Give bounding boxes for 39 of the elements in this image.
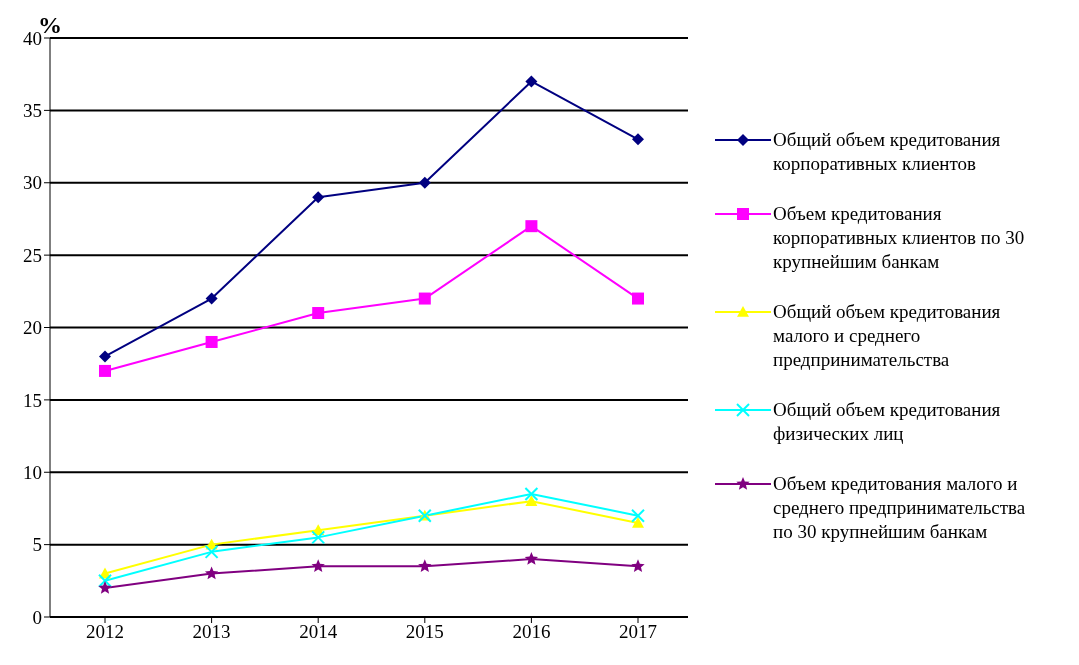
point	[418, 292, 431, 305]
y-tick-label: 35	[23, 100, 42, 122]
point	[205, 335, 218, 348]
legend-label: Общий объем кредитования корпоративных клиентов	[773, 128, 1002, 176]
y-tick-label: 25	[23, 244, 42, 266]
y-tick-label: 30	[23, 172, 42, 194]
point	[632, 133, 644, 146]
x-tick-label: 2014	[299, 621, 338, 643]
legend-label: Общий объем кредитования физических лиц	[773, 398, 1002, 446]
x-tick-label: 2017	[619, 621, 657, 643]
x-tick-label: 2015	[405, 621, 444, 643]
x-tick-label: 2013	[192, 621, 231, 643]
point	[204, 566, 219, 580]
point	[205, 292, 218, 305]
point	[631, 559, 645, 572]
point	[99, 350, 111, 363]
point	[632, 516, 644, 528]
point	[312, 307, 325, 320]
y-tick-label: 15	[23, 389, 42, 411]
y-tick-label: 10	[23, 461, 42, 483]
point	[312, 191, 325, 204]
legend-label: Объем кредитования малого и среднего предпринимательства по 30 крупнейшим банкам	[773, 472, 1027, 544]
legend-label: Объем кредитования корпоративных клиентов по 30 крупнейшим банкам	[773, 202, 1026, 274]
point	[524, 552, 539, 565]
point	[418, 176, 431, 189]
point	[311, 559, 325, 572]
point	[418, 559, 432, 572]
point	[99, 364, 111, 377]
x-tick-label: 2016	[512, 621, 551, 643]
point	[525, 495, 538, 506]
x-tick-label: 2012	[86, 621, 124, 643]
legend-label: Общий объем кредитования малого и среднего предпринимательства	[773, 300, 1002, 372]
y-tick-label: 0	[32, 606, 42, 628]
y-tick-label: 5	[32, 534, 42, 556]
point	[525, 75, 538, 88]
point	[632, 292, 644, 305]
point	[525, 220, 538, 233]
point	[98, 581, 112, 594]
y-tick-label: 20	[23, 317, 42, 339]
